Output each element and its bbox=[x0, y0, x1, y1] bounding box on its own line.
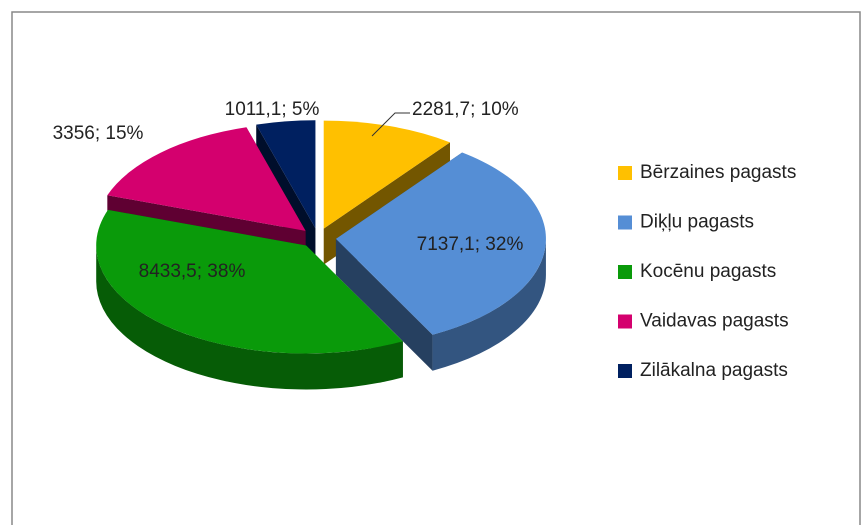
leader-line bbox=[371, 112, 410, 137]
legend-label: Bērzaines pagasts bbox=[640, 162, 796, 183]
legend-swatch bbox=[618, 265, 632, 279]
pie-slice bbox=[107, 127, 306, 231]
legend-label: Diķļu pagasts bbox=[640, 212, 754, 233]
data-label: 1011,1; 5% bbox=[225, 99, 320, 120]
slice-edge bbox=[335, 238, 433, 371]
data-label: 2281,7; 10% bbox=[412, 99, 519, 120]
legend-label: Kocēnu pagasts bbox=[640, 261, 776, 282]
pie-slice bbox=[323, 120, 450, 229]
data-label: 8433,5; 38% bbox=[139, 261, 246, 282]
legend-label: Zilākalna pagasts bbox=[640, 360, 788, 381]
data-label: 7137,1; 32% bbox=[417, 234, 524, 255]
pie-slice bbox=[96, 209, 403, 354]
slice-side bbox=[96, 245, 403, 390]
legend-label: Vaidavas pagasts bbox=[640, 311, 789, 332]
legend-swatch bbox=[618, 166, 632, 180]
legend-swatch bbox=[618, 215, 632, 230]
legend-swatch bbox=[618, 314, 632, 329]
slice-side bbox=[432, 238, 546, 371]
pie-slice bbox=[256, 120, 316, 229]
data-label: 3356; 15% bbox=[53, 123, 144, 144]
legend-swatch bbox=[618, 364, 632, 378]
pie-slice bbox=[335, 152, 546, 335]
